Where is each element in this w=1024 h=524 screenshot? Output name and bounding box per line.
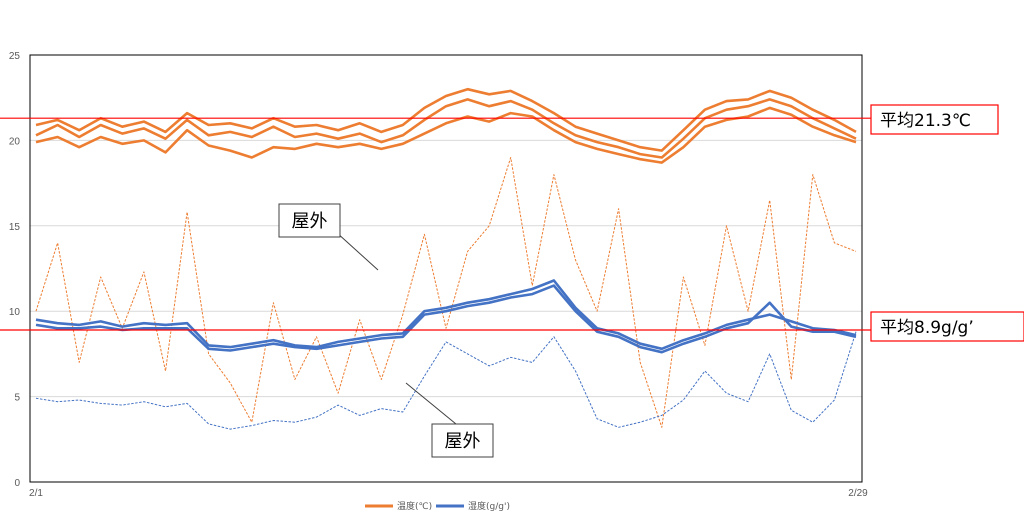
plot-area-border	[29, 54, 863, 483]
y-axis-tick-labels: 0 5 10 15 20 25	[9, 51, 21, 489]
x-tick-start: 2/1	[29, 488, 43, 499]
legend: 温度(℃) 湿度(g/g')	[365, 500, 510, 512]
y-tick-20: 20	[9, 136, 21, 147]
y-tick-10: 10	[9, 307, 21, 318]
y-tick-0: 0	[14, 478, 20, 489]
legend-item-temperature: 温度(℃)	[365, 500, 432, 512]
avg-temperature-label: 平均21.3℃	[880, 111, 971, 131]
series-line-indoor-humidity-b	[35, 284, 857, 354]
gridlines	[29, 54, 863, 483]
avg-temperature-box: 平均21.3℃	[870, 104, 999, 135]
series-line-indoor-humidity-a	[35, 279, 857, 351]
y-tick-5: 5	[14, 393, 20, 404]
x-axis-tick-labels: 2/1 2/29	[29, 488, 868, 499]
series-line-indoor-temp-b	[35, 98, 857, 159]
data-series	[35, 87, 857, 430]
avg-humidity-box: 平均8.9g/g’	[870, 311, 1024, 342]
avg-humidity-label: 平均8.9g/g’	[880, 318, 974, 338]
series-line-indoor-temp-c	[35, 106, 857, 164]
series-line-outdoor-temperature	[35, 157, 857, 428]
outdoor-temperature-callout-label: 屋外	[292, 211, 328, 232]
legend-label-humidity: 湿度(g/g')	[468, 500, 510, 512]
y-tick-25: 25	[9, 51, 21, 62]
legend-item-humidity: 湿度(g/g')	[436, 500, 510, 512]
x-tick-end: 2/29	[848, 488, 868, 499]
outdoor-temperature-callout: 屋外	[278, 203, 379, 271]
outdoor-humidity-callout-label: 屋外	[445, 431, 481, 452]
outdoor-humidity-callout: 屋外	[405, 382, 494, 458]
y-tick-15: 15	[9, 222, 21, 233]
series-line-indoor-temp-a	[35, 87, 857, 152]
reference-lines	[0, 117, 871, 331]
legend-label-temperature: 温度(℃)	[397, 500, 432, 512]
series-line-outdoor-humidity	[35, 331, 857, 430]
